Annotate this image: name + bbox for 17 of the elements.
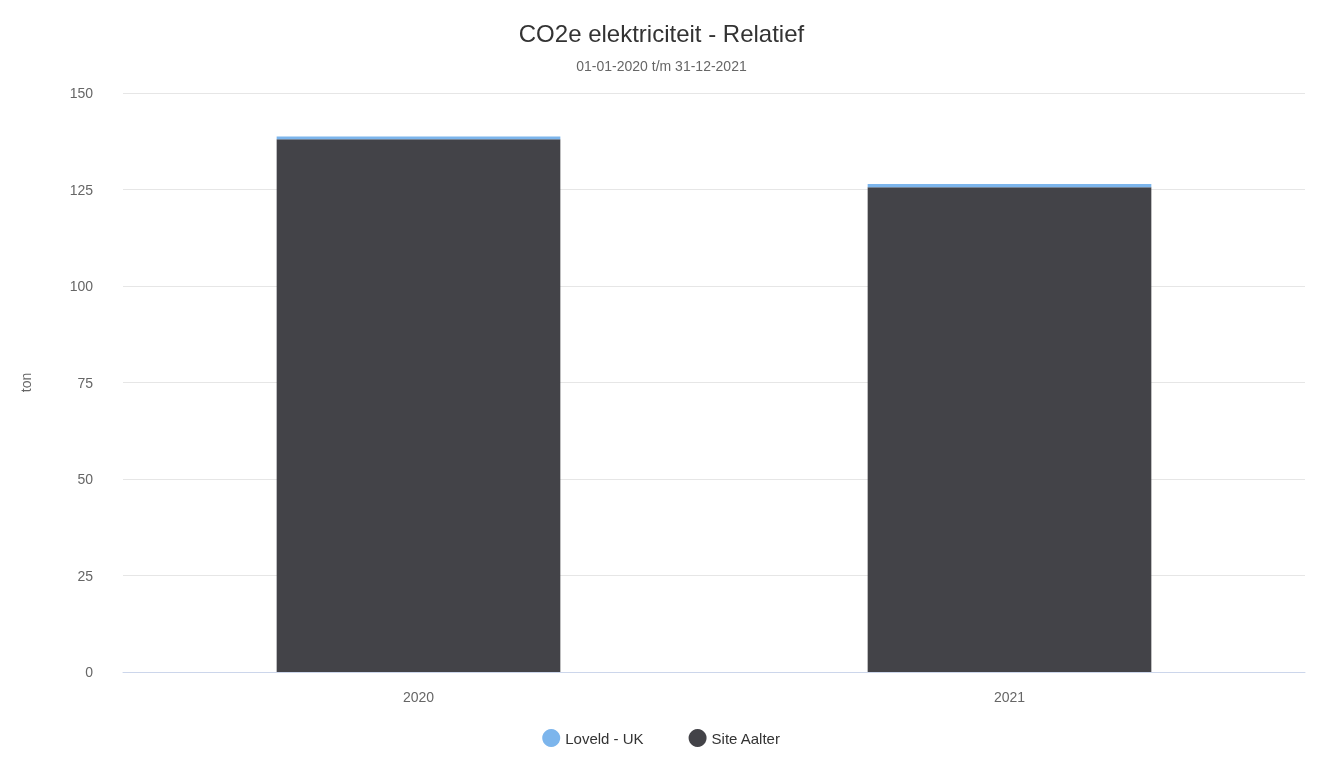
y-tick-label: 50	[77, 471, 94, 487]
x-tick-label: 2021	[993, 689, 1026, 705]
y-axis-title: ton	[18, 372, 34, 393]
y-tick-label: 150	[69, 85, 94, 101]
x-tick-label: 2020	[402, 689, 435, 705]
legend-label: Site Aalter	[711, 729, 780, 747]
y-tick-label: 75	[77, 374, 94, 391]
legend-label: Loveld - UK	[565, 729, 644, 747]
bar	[867, 184, 1152, 188]
y-tick-label: 25	[77, 567, 94, 584]
bar	[276, 139, 561, 672]
y-tick-label: 100	[69, 278, 94, 294]
y-tick-label: 125	[69, 181, 94, 198]
bar	[867, 187, 1152, 672]
y-tick-label: 0	[85, 664, 94, 680]
chart-subtitle: 01-01-2020 t/m 31-12-2021	[576, 58, 747, 74]
chart-title: CO2e elektriciteit - Relatief	[518, 19, 805, 47]
